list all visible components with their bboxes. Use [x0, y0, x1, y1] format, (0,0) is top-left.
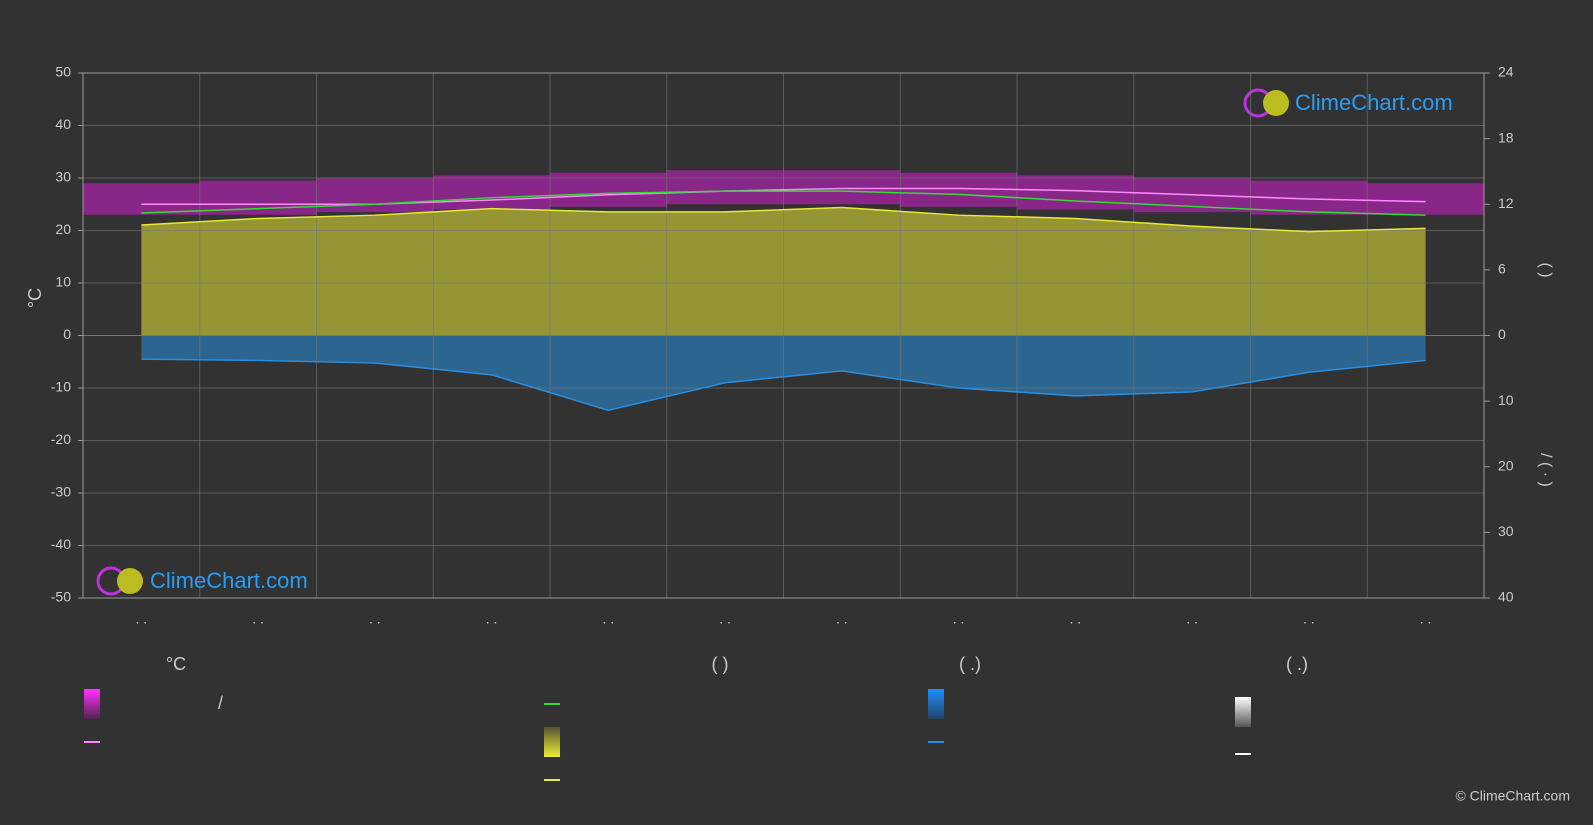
- x-tick-label: . .: [719, 611, 731, 627]
- logo-bottom: ClimeChart.com: [96, 566, 308, 596]
- logo-sun: [117, 568, 143, 594]
- temp-range: [666, 170, 784, 205]
- series-line: [141, 206, 1426, 233]
- y3-tick-label: 10: [1498, 392, 1514, 408]
- y3-tick-label: 40: [1498, 589, 1514, 605]
- y-tick-label: 10: [55, 274, 71, 290]
- legend-swatch: [544, 727, 560, 757]
- y-tick-label: -30: [51, 484, 71, 500]
- y-tick-label: 40: [55, 116, 71, 132]
- y-tick-label: 20: [55, 221, 71, 237]
- copyright: © ClimeChart.com: [1455, 788, 1570, 804]
- legend-header: °C: [166, 654, 186, 674]
- temp-range: [433, 175, 550, 210]
- legend-text: /: [218, 693, 223, 713]
- legend-header: ( .): [1286, 654, 1308, 674]
- y-tick-label: 0: [63, 326, 71, 342]
- series-line: [141, 190, 1426, 216]
- y2-tick-label: 18: [1498, 129, 1514, 145]
- x-tick-label: . .: [1303, 611, 1315, 627]
- y2-tick-label: 12: [1498, 195, 1514, 211]
- y3-axis-label: / ( · ): [1537, 453, 1554, 487]
- legend-header: ( .): [959, 654, 981, 674]
- y2-tick-label: 24: [1498, 64, 1514, 80]
- y-tick-label: -20: [51, 431, 71, 447]
- y-tick-label: -50: [51, 589, 71, 605]
- y-tick-label: 50: [55, 64, 71, 80]
- y2-tick-label: 6: [1498, 261, 1506, 277]
- y3-tick-label: 20: [1498, 457, 1514, 473]
- y-tick-label: -10: [51, 379, 71, 395]
- logo-text: ClimeChart.com: [1295, 90, 1453, 115]
- temp-range: [1367, 183, 1484, 215]
- logo-sun: [1263, 90, 1289, 116]
- x-tick-label: . .: [953, 611, 965, 627]
- x-tick-label: . .: [603, 611, 615, 627]
- y-tick-label: -40: [51, 536, 71, 552]
- x-tick-label: . .: [252, 611, 264, 627]
- x-tick-label: . .: [1420, 611, 1432, 627]
- legend-header: ( ): [712, 654, 729, 674]
- x-tick-label: . .: [836, 611, 848, 627]
- legend-swatch: [1235, 697, 1251, 727]
- series-line: [141, 358, 1426, 412]
- y-axis-label: °C: [25, 288, 45, 308]
- temp-range: [316, 178, 434, 213]
- x-tick-label: . .: [369, 611, 381, 627]
- x-tick-label: . .: [486, 611, 498, 627]
- x-tick-label: . .: [1186, 611, 1198, 627]
- logo-text: ClimeChart.com: [150, 568, 308, 593]
- temp-range: [783, 170, 901, 205]
- temp-range: [83, 183, 200, 215]
- y2-tick-label: 0: [1498, 326, 1506, 342]
- x-tick-label: . .: [1070, 611, 1082, 627]
- y3-tick-label: 30: [1498, 523, 1514, 539]
- x-tick-label: . .: [136, 611, 148, 627]
- logo-top: ClimeChart.com: [1243, 88, 1453, 118]
- y2-axis-label: ( ): [1537, 262, 1554, 277]
- y-tick-label: 30: [55, 169, 71, 185]
- legend-swatch: [84, 689, 100, 719]
- legend-swatch: [928, 689, 944, 719]
